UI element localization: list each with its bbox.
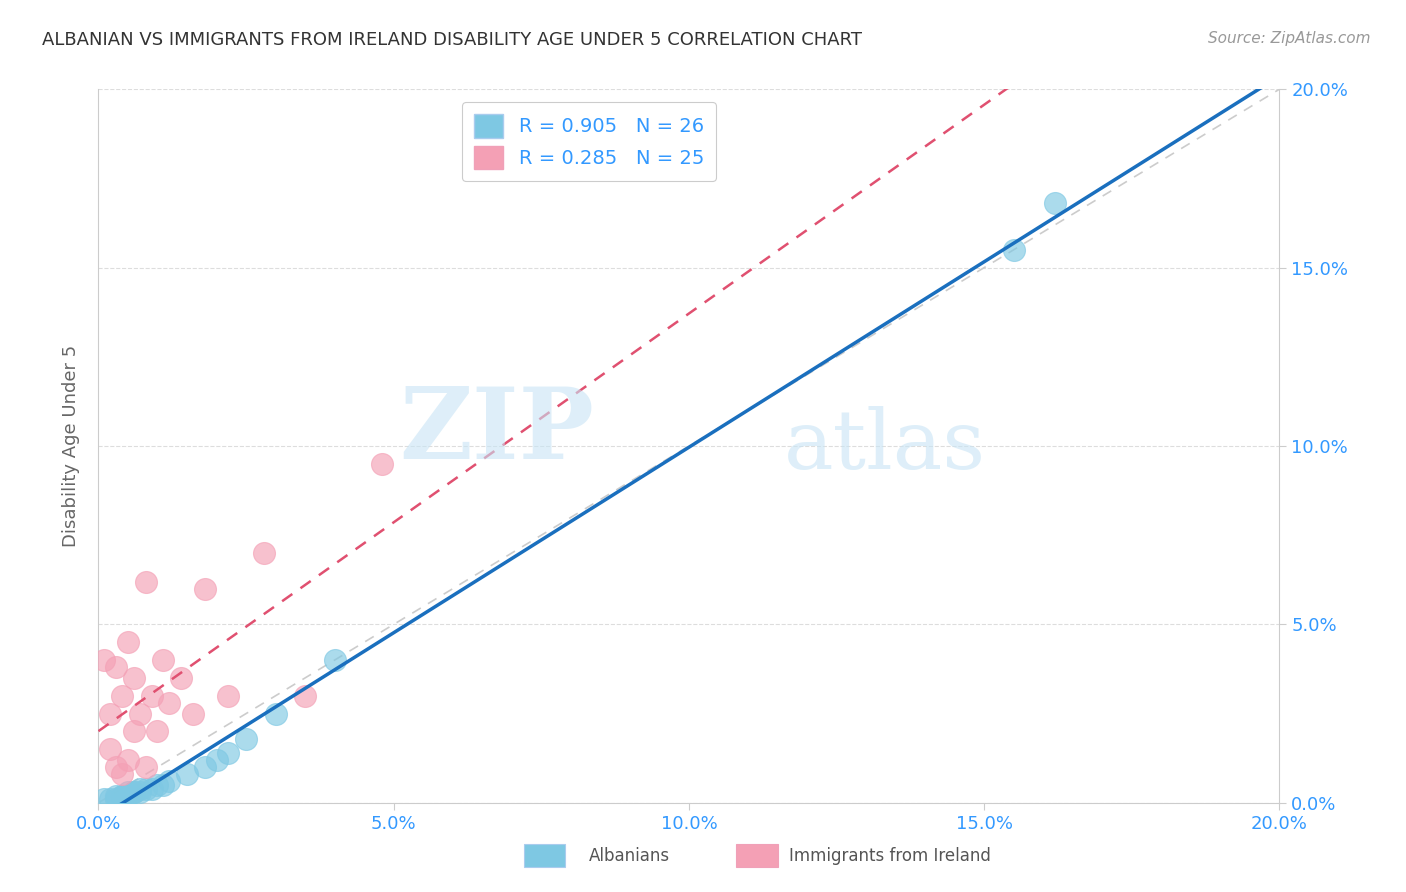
Point	[141, 689, 163, 703]
Point	[122, 785, 145, 799]
Text: Source: ZipAtlas.com: Source: ZipAtlas.com	[1208, 31, 1371, 46]
Point	[98, 742, 121, 756]
Point	[1002, 243, 1025, 257]
Text: atlas: atlas	[783, 406, 986, 486]
Point	[111, 789, 134, 803]
FancyBboxPatch shape	[523, 844, 565, 867]
Point	[122, 785, 145, 799]
Point	[146, 724, 169, 739]
Point	[93, 792, 115, 806]
Point	[217, 746, 239, 760]
Text: ZIP: ZIP	[399, 384, 595, 480]
Text: Albanians: Albanians	[589, 847, 669, 864]
Legend: R = 0.905   N = 26, R = 0.285   N = 25: R = 0.905 N = 26, R = 0.285 N = 25	[463, 103, 716, 181]
Point	[122, 671, 145, 685]
Point	[111, 789, 134, 803]
Point	[294, 689, 316, 703]
Point	[105, 760, 128, 774]
Point	[371, 457, 394, 471]
Point	[141, 781, 163, 796]
Point	[135, 781, 157, 796]
Point	[98, 706, 121, 721]
Point	[111, 767, 134, 781]
Point	[128, 706, 150, 721]
Point	[117, 785, 139, 799]
Point	[105, 789, 128, 803]
Point	[253, 546, 276, 560]
Point	[135, 574, 157, 589]
FancyBboxPatch shape	[737, 844, 778, 867]
Point	[235, 731, 257, 746]
Point	[176, 767, 198, 781]
Point	[1043, 196, 1066, 211]
Point	[194, 760, 217, 774]
Point	[128, 781, 150, 796]
Point	[194, 582, 217, 596]
Point	[105, 660, 128, 674]
Point	[157, 774, 180, 789]
Text: ALBANIAN VS IMMIGRANTS FROM IRELAND DISABILITY AGE UNDER 5 CORRELATION CHART: ALBANIAN VS IMMIGRANTS FROM IRELAND DISA…	[42, 31, 862, 49]
Point	[146, 778, 169, 792]
Point	[152, 653, 174, 667]
Y-axis label: Disability Age Under 5: Disability Age Under 5	[62, 345, 80, 547]
Point	[205, 753, 228, 767]
Point	[111, 689, 134, 703]
Point	[181, 706, 204, 721]
Point	[117, 789, 139, 803]
Point	[122, 724, 145, 739]
Point	[152, 778, 174, 792]
Point	[217, 689, 239, 703]
Point	[264, 706, 287, 721]
Point	[128, 785, 150, 799]
Point	[98, 792, 121, 806]
Point	[93, 653, 115, 667]
Point	[135, 760, 157, 774]
Point	[117, 753, 139, 767]
Point	[105, 792, 128, 806]
Point	[170, 671, 193, 685]
Point	[323, 653, 346, 667]
Text: Immigrants from Ireland: Immigrants from Ireland	[789, 847, 991, 864]
Point	[157, 696, 180, 710]
Point	[117, 635, 139, 649]
